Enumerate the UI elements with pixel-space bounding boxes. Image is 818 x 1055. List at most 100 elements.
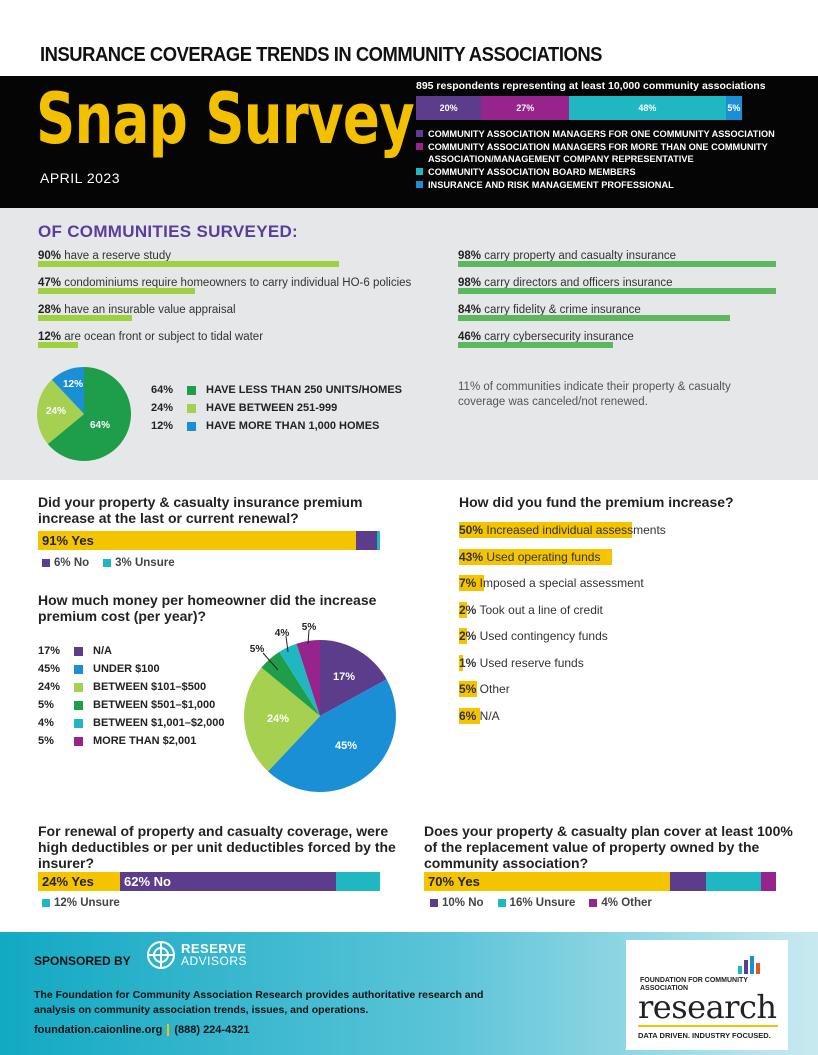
stat-bar [38,288,195,294]
legend-item: 24% HAVE BETWEEN 251-999 [151,402,338,414]
fund-bar [459,628,467,644]
sponsor-name-bottom: ADVISORS [181,954,248,968]
pie-leader-line [262,652,279,671]
legend-item: 64% HAVE LESS THAN 250 UNITS/HOMES [151,384,402,396]
pie-slice [267,679,396,792]
legend-item: 12% Unsure [42,897,120,909]
fund-row: 2% Took out a line of credit [459,601,603,618]
legend-item: 4% BETWEEN $1,001–$2,000 [38,717,225,729]
legend-swatch [416,130,423,137]
fund-bar [459,601,467,618]
amount-pie: 17% 45% 24% 5% 4% 5% [244,622,396,792]
page-title: INSURANCE COVERAGE TRENDS IN COMMUNITY A… [40,44,602,66]
respondents-segment-2: 27% [481,96,570,120]
legend-swatch [497,899,506,907]
legend-swatch [430,899,438,907]
legend-item: 4% Other [589,897,652,909]
stat-row: 98% carry property and casualty insuranc… [458,250,788,277]
stat-row: 28% have an insurable value appraisal [38,304,448,331]
legend-swatch [74,682,83,692]
sponsored-label: SPONSORED BY [34,954,131,968]
respondents-segment-1: 20% [416,96,482,120]
foundation-logo: FOUNDATION FOR COMMUNITY ASSOCIATION res… [626,940,788,1050]
premium-bar: 91% Yes [38,531,382,550]
legend-item: 5% MORE THAN $2,001 [38,735,197,747]
legend-swatch [74,700,83,710]
deductible-no-segment: 62% No [120,872,336,891]
logo-underline [638,1025,778,1027]
respondents-text: 895 respondents representing at least 10… [416,80,766,92]
respondents-segment-4: 5% [725,96,742,120]
website-link[interactable]: foundation.caionline.org [34,1024,163,1036]
premium-unsure-segment [377,531,380,550]
pie-label: 24% [46,406,66,417]
fund-bar [459,522,632,538]
canceled-note: 11% of communities indicate their proper… [458,381,731,408]
legend-swatch [416,181,423,188]
stat-row: 46% carry cybersecurity insurance [458,331,788,358]
surveyed-title: OF COMMUNITIES SURVEYED: [38,222,299,241]
deductible-bar: 24% Yes 62% No [38,872,380,891]
replacement-bar: 70% Yes [424,872,776,891]
legend-item: 16% Unsure [497,897,575,909]
separator [167,1024,170,1036]
fund-bar [459,654,463,671]
replacement-yes-segment: 70% Yes [424,872,670,891]
legend-item: INSURANCE AND RISK MANAGEMENT PROFESSION… [416,179,806,191]
deductible-legend: 12% Unsure [42,897,120,909]
sponsor-name-top: RESERVE [181,941,247,956]
community-size-pie: 64% 24% 12% [37,367,132,461]
fund-row: 43% Used operating funds [459,548,789,565]
stat-row: 98% carry directors and officers insuran… [458,277,788,304]
legend-item: 12% HAVE MORE THAN 1,000 HOMES [151,420,380,432]
pie-label: 5% [250,644,265,655]
legend-swatch [103,559,112,567]
stat-bar [458,261,776,267]
respondents-bar: 20% 27% 48% 5% [416,96,742,120]
stat-row: 90% have a reserve study [38,250,448,277]
stat-row: 12% are ocean front or subject to tidal … [38,331,448,358]
stat-bar [38,342,78,348]
fund-row: 2% Used contingency funds [459,628,608,644]
logo-wordmark: research [638,988,777,1026]
pie-slice [279,643,320,716]
legend-swatch [187,421,196,431]
deductible-unsure-segment [336,872,380,891]
logo-subtitle: FOUNDATION FOR COMMUNITY ASSOCIATION [640,977,748,992]
replacement-no-segment [670,872,706,891]
fund-row: 5% Other [459,681,510,697]
fund-bar [459,681,477,697]
pie-label: 45% [335,740,357,752]
fund-row: 1% Used reserve funds [459,654,584,671]
legend-item: COMMUNITY ASSOCIATION MANAGERS FOR MORE … [416,141,806,165]
deductible-yes-segment: 24% Yes [38,872,120,891]
question-amount: How much money per homeowner did the inc… [38,592,377,624]
legend-swatch [589,899,598,907]
pie-label: 24% [267,713,289,725]
question-replacement: Does your property & casualty plan cover… [424,823,793,871]
pie-label: 64% [90,420,110,431]
stat-bar [38,261,339,267]
legend-swatch [187,385,196,395]
logo-tagline: DATA DRIVEN. INDUSTRY FOCUSED. [638,1031,771,1040]
fund-row: 7% Imposed a special assessment [459,575,644,591]
fund-bar [459,575,484,591]
fund-list: 50% Increased individual assessments 43%… [459,522,789,724]
stat-bar [458,315,730,321]
legend-item: 24% BETWEEN $101–$500 [38,681,207,693]
reserve-advisors-icon [147,941,175,969]
stat-bar [458,288,776,294]
respondents-segment-3: 48% [569,96,726,120]
amount-legend: 17% N/A 45% UNDER $100 24% BETWEEN $101–$50… [38,642,224,750]
left-stats: 90% have a reserve study 47% condominium… [38,250,448,358]
legend-item: COMMUNITY ASSOCIATION BOARD MEMBERS [416,166,806,178]
fund-bar [459,707,480,724]
foundation-description: The Foundation for Community Association… [34,989,484,1016]
snap-survey-heading: Snap Survey [36,78,415,160]
replacement-legend: 10% No 16% Unsure 4% Other [430,897,652,909]
legend-swatch [74,718,83,728]
right-stats: 98% carry property and casualty insuranc… [458,250,788,358]
question-deductible: For renewal of property and casualty cov… [38,823,396,871]
legend-item: 17% N/A [38,645,112,657]
pie-slice [296,640,320,716]
